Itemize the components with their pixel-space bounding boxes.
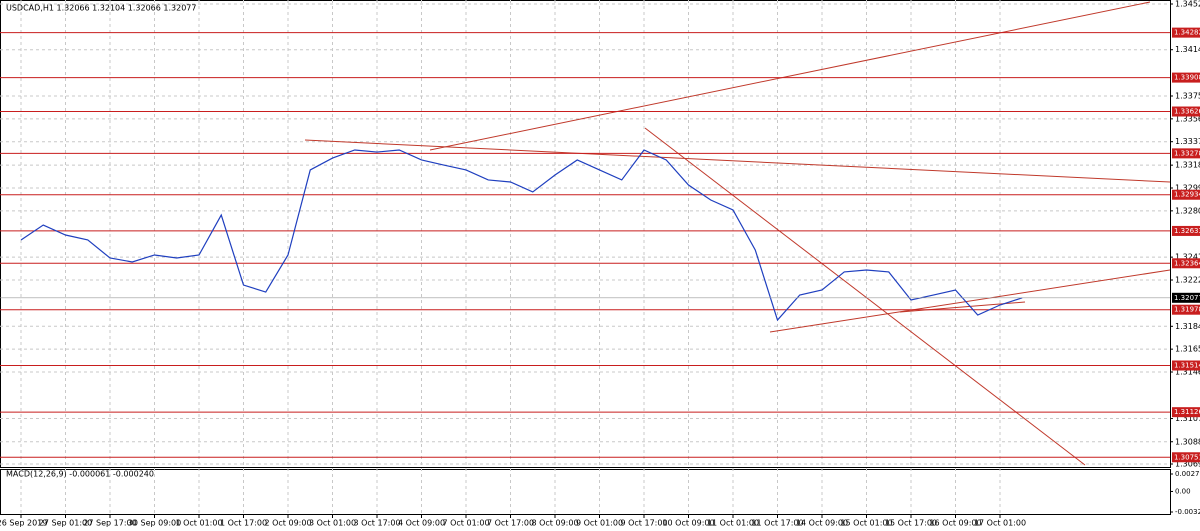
x-tick-label: 26 Sep 2019	[0, 519, 47, 528]
level-label-bg	[1172, 225, 1200, 236]
macd-y-tick-label: -0.00329	[1175, 508, 1200, 516]
level-label-bg	[1172, 304, 1200, 315]
main-panel	[0, 0, 1171, 468]
x-tick-label: 30 Sep 09:00	[128, 519, 181, 528]
level-label-bg	[1172, 360, 1200, 371]
y-tick-label: 1.32800	[1175, 206, 1200, 215]
level-label-bg	[1172, 106, 1200, 117]
level-label: 1.31126	[1174, 408, 1200, 416]
x-tick-label: 15 Oct 17:00	[885, 519, 937, 528]
y-tick-label: 1.32990	[1175, 184, 1200, 193]
trendline	[429, 1, 1151, 151]
x-tick-label: 17 Oct 01:00	[974, 519, 1026, 528]
y-tick-label: 1.32415	[1175, 253, 1200, 262]
level-label: 1.31978	[1174, 306, 1200, 314]
x-tick-label: 7 Oct 01:00	[442, 519, 489, 528]
y-tick-label: 1.33180	[1175, 161, 1200, 170]
level-label-bg	[1172, 148, 1200, 159]
x-tick-label: 11 Oct 01:00	[707, 519, 759, 528]
x-tick-label: 1 Oct 17:00	[220, 519, 267, 528]
level-label: 1.32364	[1174, 259, 1200, 267]
y-tick-label: 1.32225	[1175, 276, 1200, 285]
x-tick-label: 8 Oct 09:00	[531, 519, 578, 528]
trendline	[304, 139, 1171, 183]
current-price-bg	[1172, 292, 1200, 303]
x-tick-label: 10 Oct 09:00	[662, 519, 714, 528]
y-tick-label: 1.31840	[1175, 322, 1200, 331]
x-tick-label: 27 Sep 17:00	[83, 519, 136, 528]
y-tick-label: 1.30695	[1175, 460, 1200, 469]
x-tick-label: 11 Oct 17:00	[751, 519, 803, 528]
x-tick-label: 9 Oct 01:00	[576, 519, 623, 528]
x-tick-label: 16 Oct 09:00	[929, 519, 981, 528]
x-tick-label: 7 Oct 17:00	[487, 519, 534, 528]
macd-y-tick-label: 0.00	[1175, 487, 1191, 495]
trendlines	[304, 1, 1171, 466]
level-label: 1.33278	[1174, 149, 1200, 157]
level-label-bg	[1172, 189, 1200, 200]
level-label-bg	[1172, 407, 1200, 418]
level-label-bg	[1172, 27, 1200, 38]
x-tick-label: 4 Oct 09:00	[398, 519, 445, 528]
x-tick-label: 2 Oct 09:00	[264, 519, 311, 528]
trendline	[644, 127, 1086, 466]
level-label: 1.33908	[1174, 74, 1200, 82]
level-label-bg	[1172, 72, 1200, 83]
x-tick-label: 14 Oct 09:00	[796, 519, 848, 528]
level-label-bg	[1172, 452, 1200, 463]
y-tick-label: 1.33755	[1175, 92, 1200, 101]
y-tick-label: 1.31460	[1175, 368, 1200, 377]
current-price-label: 1.32077	[1174, 294, 1200, 302]
y-tick-label: 1.31073	[1175, 414, 1200, 423]
level-label: 1.32934	[1174, 191, 1200, 199]
level-label: 1.34282	[1174, 29, 1200, 37]
level-label: 1.31514	[1174, 362, 1200, 370]
y-tick-label: 1.33565	[1175, 114, 1200, 123]
y-tick-label: 1.34520	[1175, 0, 1200, 9]
level-label-bg	[1172, 258, 1200, 269]
y-tick-label: 1.31650	[1175, 345, 1200, 354]
x-tick-label: 1 Oct 01:00	[175, 519, 222, 528]
grid	[0, 0, 1170, 514]
price-line	[20, 149, 1023, 322]
y-tick-label: 1.33375	[1175, 137, 1200, 146]
level-label: 1.33626	[1174, 108, 1200, 116]
x-tick-label: 3 Oct 17:00	[353, 519, 400, 528]
y-tick-label: 1.30880	[1175, 437, 1200, 446]
trendline	[769, 269, 1171, 333]
macd-title: MACD(12,26,9) -0.000061 -0.000240	[6, 470, 154, 479]
y-tick-label: 1.34140	[1175, 45, 1200, 54]
x-tick-label: 15 Oct 01:00	[840, 519, 892, 528]
x-tick-label: 3 Oct 01:00	[309, 519, 356, 528]
macd-y-tick-label: 0.002796	[1175, 470, 1200, 478]
macd-panel	[0, 469, 1171, 515]
x-tick-label: 27 Sep 01:00	[39, 519, 92, 528]
x-tick-label: 9 Oct 17:00	[620, 519, 667, 528]
level-label: 1.32633	[1174, 227, 1200, 235]
chart-title: USDCAD,H1 1.32066 1.32104 1.32066 1.3207…	[6, 4, 196, 13]
